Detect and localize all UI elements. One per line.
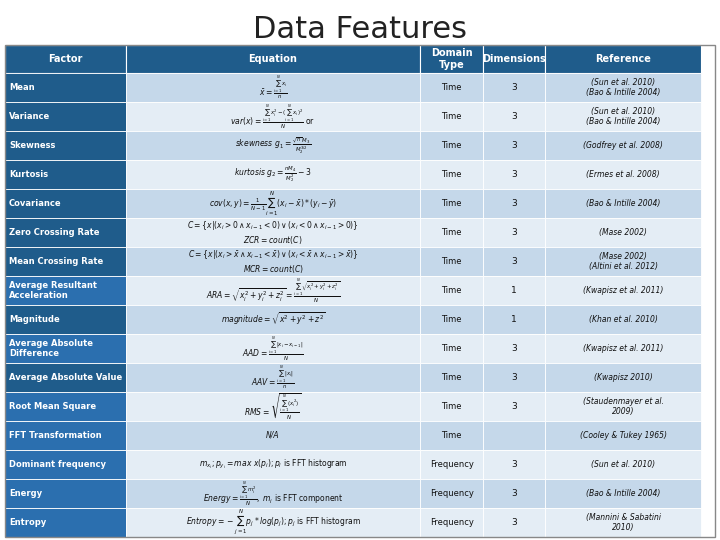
Text: FFT Transformation: FFT Transformation	[9, 431, 102, 440]
Bar	[483, 160, 545, 189]
Bar	[5, 421, 126, 450]
Bar	[545, 479, 701, 508]
Text: (Sun et al. 2010): (Sun et al. 2010)	[591, 460, 655, 469]
Bar	[483, 102, 545, 131]
Bar	[126, 160, 420, 189]
Text: Time: Time	[441, 199, 462, 208]
Bar	[126, 479, 420, 508]
Text: 3: 3	[511, 257, 517, 266]
Bar	[126, 247, 420, 276]
Bar	[5, 45, 126, 73]
Bar	[420, 73, 483, 102]
Text: $ARA = \sqrt{x_i^2+y_i^2+z_i^2} = \frac{\sum_{i=1}^{N}\sqrt{x_i^2+y_i^2+z_i^2}}{: $ARA = \sqrt{x_i^2+y_i^2+z_i^2} = \frac{…	[206, 276, 340, 305]
Text: $C = \{x|(x_i > \bar{x} \wedge x_{i-1} < \bar{x}) \vee (x_i < \bar{x} \wedge x_{: $C = \{x|(x_i > \bar{x} \wedge x_{i-1} <…	[188, 248, 359, 275]
Text: Mean Crossing Rate: Mean Crossing Rate	[9, 257, 103, 266]
Bar	[483, 392, 545, 421]
Text: $cov(x,y) = \frac{1}{N-1}\sum_{i=1}^{N}(x_i - \bar{x})*(y_i - \bar{y})$: $cov(x,y) = \frac{1}{N-1}\sum_{i=1}^{N}(…	[209, 189, 337, 218]
Text: 3: 3	[511, 402, 517, 411]
Bar	[545, 218, 701, 247]
Text: (Ermes et al. 2008): (Ermes et al. 2008)	[586, 170, 660, 179]
Bar	[545, 305, 701, 334]
Text: (Kwapisz et al. 2011): (Kwapisz et al. 2011)	[583, 344, 663, 353]
Text: $skewness\ g_1 = \frac{\sqrt{n}\ M_3}{M_2^{3/2}}$: $skewness\ g_1 = \frac{\sqrt{n}\ M_3}{M_…	[235, 135, 311, 156]
Text: $Energy = \frac{\sum_{i=1}^{N} m_i^2}{N},\ m_i$ is FFT component: $Energy = \frac{\sum_{i=1}^{N} m_i^2}{N}…	[203, 479, 343, 508]
Text: Factor: Factor	[48, 54, 83, 64]
Bar	[545, 508, 701, 537]
Bar	[420, 131, 483, 160]
Bar	[545, 421, 701, 450]
Text: 3: 3	[511, 373, 517, 382]
Bar	[483, 247, 545, 276]
Text: Dimensions: Dimensions	[482, 54, 546, 64]
Bar	[420, 189, 483, 218]
Bar	[420, 218, 483, 247]
Bar	[420, 334, 483, 363]
Text: (Staudenmayer et al.
2009): (Staudenmayer et al. 2009)	[582, 397, 664, 416]
Bar	[545, 189, 701, 218]
Bar	[545, 73, 701, 102]
Bar	[420, 450, 483, 479]
Text: (Sun et al. 2010)
(Bao & Intille 2004): (Sun et al. 2010) (Bao & Intille 2004)	[586, 107, 660, 126]
Bar	[483, 131, 545, 160]
Bar	[545, 276, 701, 305]
Bar	[126, 102, 420, 131]
Text: (Mannini & Sabatini
2010): (Mannini & Sabatini 2010)	[585, 513, 660, 532]
Bar	[545, 363, 701, 392]
Text: $var(x) = \frac{\sum_{i=1}^{N} x_i^2 - (\sum_{i=1}^{N} x_i)^2}{N}$ or: $var(x) = \frac{\sum_{i=1}^{N} x_i^2 - (…	[230, 102, 315, 131]
Text: Time: Time	[441, 170, 462, 179]
Text: Domain
Type: Domain Type	[431, 48, 472, 70]
Bar	[5, 392, 126, 421]
Bar	[126, 45, 420, 73]
Text: Frequency: Frequency	[430, 489, 474, 498]
Bar	[483, 305, 545, 334]
Text: $m_{x_i}; p_{y_i} = max\ x(p_i); p_i$ is FFT histogram: $m_{x_i}; p_{y_i} = max\ x(p_i); p_i$ is…	[199, 458, 347, 471]
Bar	[545, 247, 701, 276]
Bar	[483, 276, 545, 305]
Text: Root Mean Square: Root Mean Square	[9, 402, 96, 411]
Bar	[483, 334, 545, 363]
Text: Kurtosis: Kurtosis	[9, 170, 48, 179]
Text: 3: 3	[511, 489, 517, 498]
Bar	[420, 247, 483, 276]
Bar	[5, 102, 126, 131]
Bar	[420, 102, 483, 131]
Text: Average Absolute
Difference: Average Absolute Difference	[9, 339, 93, 358]
Bar	[5, 479, 126, 508]
Text: 1: 1	[511, 286, 517, 295]
Bar	[420, 45, 483, 73]
Text: Time: Time	[441, 141, 462, 150]
Bar	[5, 131, 126, 160]
Bar	[126, 508, 420, 537]
Text: Variance: Variance	[9, 112, 50, 121]
Text: (Godfrey et al. 2008): (Godfrey et al. 2008)	[583, 141, 663, 150]
Text: Entropy: Entropy	[9, 518, 46, 527]
Bar	[483, 45, 545, 73]
Bar	[5, 334, 126, 363]
Text: Average Resultant
Acceleration: Average Resultant Acceleration	[9, 281, 97, 300]
Bar	[5, 363, 126, 392]
Bar	[545, 45, 701, 73]
Text: Time: Time	[441, 431, 462, 440]
Text: Time: Time	[441, 257, 462, 266]
Bar	[5, 73, 126, 102]
Bar	[126, 334, 420, 363]
Bar	[126, 392, 420, 421]
Text: Average Absolute Value: Average Absolute Value	[9, 373, 122, 382]
Text: $AAD = \frac{\sum_{i=1}^{N}|x_i - x_{i-1}|}{N}$: $AAD = \frac{\sum_{i=1}^{N}|x_i - x_{i-1…	[242, 334, 304, 363]
Text: Data Features: Data Features	[253, 15, 467, 44]
Text: 3: 3	[511, 344, 517, 353]
Bar	[126, 218, 420, 247]
Text: Time: Time	[441, 112, 462, 121]
Text: Time: Time	[441, 373, 462, 382]
Bar	[5, 247, 126, 276]
Text: 3: 3	[511, 228, 517, 237]
Bar	[545, 392, 701, 421]
Bar	[126, 421, 420, 450]
Bar	[483, 189, 545, 218]
Bar	[545, 160, 701, 189]
Bar	[5, 218, 126, 247]
Bar	[483, 508, 545, 537]
Text: Mean: Mean	[9, 83, 35, 92]
Text: 1: 1	[511, 315, 517, 324]
Text: Time: Time	[441, 286, 462, 295]
